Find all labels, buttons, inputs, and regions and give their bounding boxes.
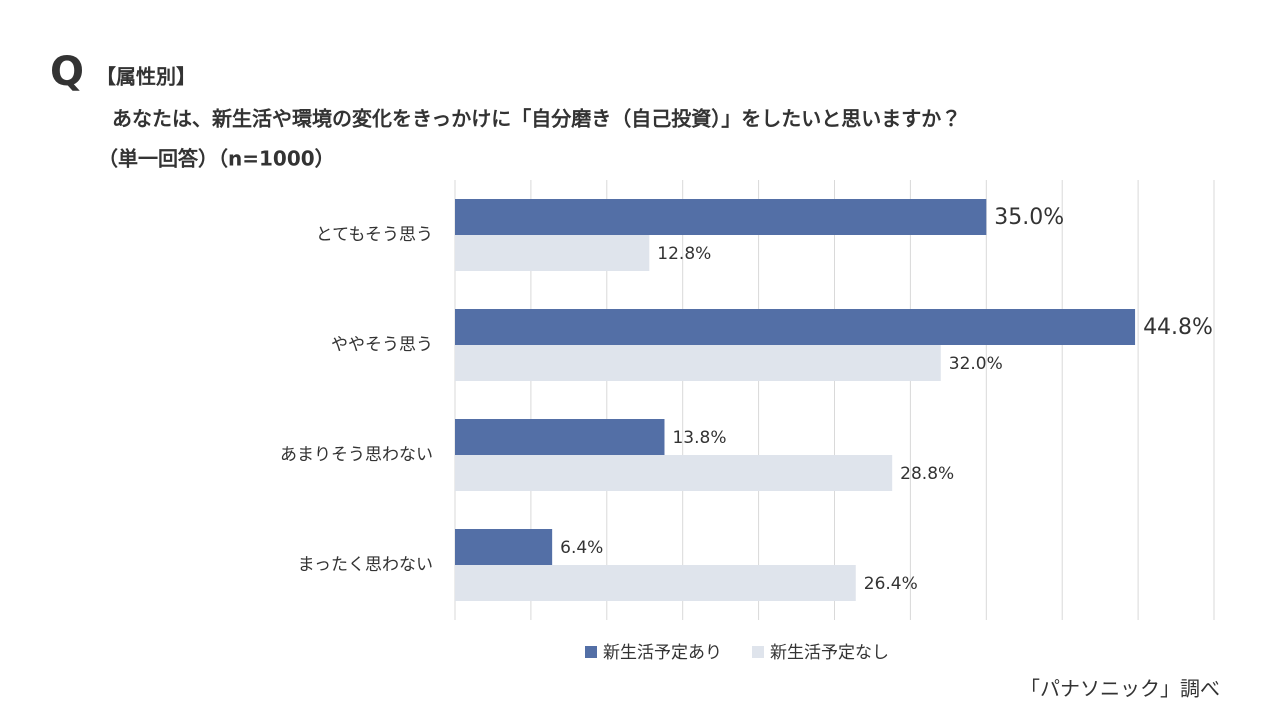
source: 「パナソニック」調べ <box>1020 677 1220 701</box>
value-label: 13.8% <box>672 428 726 448</box>
y-tick-label: ややそう思う <box>331 335 433 355</box>
bar <box>455 529 553 565</box>
legend-label: 新生活予定なし <box>770 643 889 663</box>
legend-swatch <box>752 646 764 658</box>
bar <box>455 235 650 271</box>
value-label: 28.8% <box>900 464 954 484</box>
value-label: 12.8% <box>657 244 711 264</box>
bar <box>455 345 941 381</box>
value-label: 6.4% <box>560 538 603 558</box>
bar <box>455 199 987 235</box>
value-label: 32.0% <box>949 354 1003 374</box>
value-label: 44.8% <box>1143 315 1213 340</box>
bar <box>455 565 856 601</box>
chart-note: （単一回答）（n=1000） <box>98 147 335 171</box>
bar <box>455 419 665 455</box>
bar <box>455 309 1136 345</box>
bar <box>455 455 893 491</box>
value-label: 26.4% <box>864 574 918 594</box>
value-label: 35.0% <box>994 205 1064 230</box>
legend-swatch <box>585 646 597 658</box>
y-tick-label: あまりそう思わない <box>280 445 433 465</box>
y-tick-label: とてもそう思う <box>316 225 433 245</box>
chart-subtitle: 【属性別】 <box>96 65 196 89</box>
chart-title: あなたは、新生活や環境の変化をきっかけに「自分磨き（自己投資）」をしたいと思いま… <box>112 107 961 131</box>
legend-label: 新生活予定あり <box>603 643 722 663</box>
y-tick-label: まったく思わない <box>298 555 433 575</box>
q-mark: Q <box>50 49 84 95</box>
